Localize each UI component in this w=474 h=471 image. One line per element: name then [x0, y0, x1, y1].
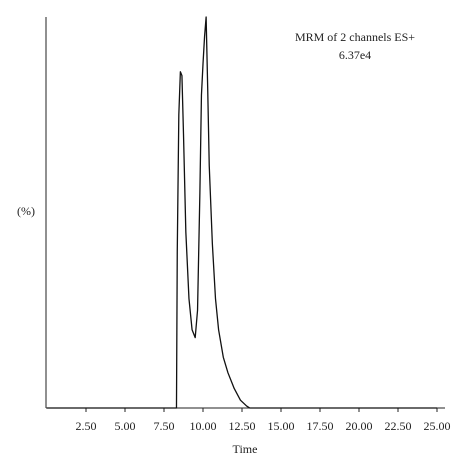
x-tick-label: 20.00 — [346, 419, 373, 433]
x-tick-label: 10.00 — [190, 419, 217, 433]
x-tick-label: 2.50 — [76, 419, 97, 433]
annotation: 6.37e4 — [339, 48, 371, 62]
x-tick-label: 25.00 — [424, 419, 451, 433]
x-tick-label: 17.50 — [307, 419, 334, 433]
x-tick-label: 22.50 — [385, 419, 412, 433]
x-axis-label: Time — [233, 442, 258, 456]
annotation: MRM of 2 channels ES+ — [295, 30, 415, 44]
x-tick-label: 5.00 — [115, 419, 136, 433]
x-tick-label: 7.50 — [154, 419, 175, 433]
x-tick-label: 12.50 — [229, 419, 256, 433]
y-axis-label: (%) — [17, 204, 35, 218]
x-tick-label: 15.00 — [268, 419, 295, 433]
data-line — [47, 16, 437, 409]
